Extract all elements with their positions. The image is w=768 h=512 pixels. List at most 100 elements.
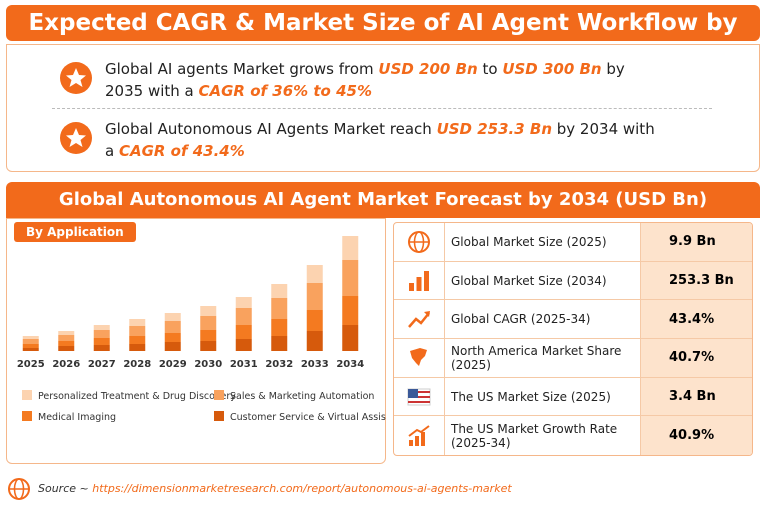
row-label: Global Market Size (2034) [444, 261, 640, 300]
row-label: North America Market Share (2025) [444, 339, 640, 377]
highlight-text: Global AI agents Market grows from USD 2… [105, 58, 665, 102]
bar-segment [271, 298, 288, 319]
row-icon [394, 230, 444, 254]
highlight-emphasis: USD 200 Bn [378, 60, 478, 78]
stats-table: Global Market Size (2025) 9.9 Bn Global Ma… [393, 222, 753, 457]
row-label: Global Market Size (2025) [444, 223, 640, 261]
icon-shape [408, 400, 430, 403]
bar-segment [342, 325, 359, 351]
bar-segment [58, 341, 75, 346]
legend-label: Personalized Treatment & Drug Discovery [38, 391, 236, 402]
bar-segment [129, 326, 146, 336]
highlight-emphasis: USD 253.3 Bn [436, 120, 552, 138]
highlight-emphasis: CAGR of 43.4% [118, 142, 245, 160]
row-value: 253.3 Bn [640, 261, 752, 300]
bar-segment [271, 336, 288, 351]
star-icon [60, 62, 92, 94]
bar-segment [129, 336, 146, 344]
bar-segment [22, 339, 39, 344]
bar-segment [93, 345, 110, 351]
table-row: The US Market Size (2025) 3.4 Bn [394, 377, 752, 417]
icon-shape [424, 270, 429, 291]
x-tick-label: 2033 [301, 359, 329, 370]
icon-shape [421, 431, 425, 446]
highlight-part: by 2034 with a [105, 120, 655, 160]
x-tick-label: 2030 [194, 359, 222, 370]
table-row: The US Market Growth Rate (2025-34) 40.9% [394, 416, 752, 456]
icon-shape [408, 312, 430, 329]
bar-segment [58, 331, 75, 335]
highlight-part: Global Autonomous AI Agents Market reach [105, 120, 437, 138]
x-tick-label: 2031 [230, 359, 258, 370]
bar-segment [58, 335, 75, 341]
row-icon [394, 424, 444, 448]
highlight-part: by 2035 with a [105, 60, 625, 100]
source: Source ~ https://dimensionmarketresearch… [38, 482, 512, 495]
bar-segment [58, 346, 75, 351]
legend-label: Sales & Marketing Automation [230, 391, 374, 402]
bar-segment [306, 265, 323, 283]
icon [410, 347, 427, 366]
bar-segment [271, 319, 288, 336]
bar-segment [93, 330, 110, 338]
table-row: Global CAGR (2025-34) 43.4% [394, 300, 752, 340]
row-label: The US Market Size (2025) [444, 377, 640, 416]
table-row: Global Market Size (2034) 253.3 Bn [394, 261, 752, 301]
highlight-part: Global AI agents Market grows from [105, 60, 379, 78]
icon-shape [408, 424, 430, 437]
icon [409, 270, 429, 291]
bar-segment [235, 325, 252, 339]
bar-segment [200, 316, 217, 330]
legend-swatch [22, 390, 32, 400]
icon-shape [410, 347, 427, 366]
bar-segment [342, 260, 359, 296]
icon-shape [409, 439, 413, 446]
badge: By Application [14, 222, 136, 242]
row-label: Global CAGR (2025-34) [444, 300, 640, 339]
table-row: North America Market Share (2025) 40.7% [394, 339, 752, 378]
bar-segment [93, 325, 110, 330]
bar-segment [22, 336, 39, 339]
highlight-emphasis: CAGR of 36% to 45% [198, 82, 372, 100]
row-value: 43.4% [640, 300, 752, 339]
icon [408, 311, 430, 329]
bar-segment [164, 321, 181, 333]
bar-segment [200, 341, 217, 351]
legend-label: Customer Service & Virtual Assistance [230, 412, 386, 423]
bar-segment [93, 338, 110, 345]
icon-shape [424, 311, 430, 318]
bar-segment [342, 236, 359, 260]
separator [52, 108, 712, 109]
row-icon [394, 346, 444, 370]
bar-segment [200, 330, 217, 341]
globe-icon [8, 478, 30, 500]
x-tick-label: 2026 [52, 359, 80, 370]
row-icon [394, 385, 444, 409]
highlight-part: to [477, 60, 503, 78]
icon-shape [408, 395, 430, 398]
bar-segment [271, 284, 288, 298]
row-label: The US Market Growth Rate (2025-34) [444, 416, 640, 456]
x-tick-label: 2029 [159, 359, 187, 370]
highlight-text: Global Autonomous AI Agents Market reach… [105, 118, 665, 162]
x-tick-label: 2032 [265, 359, 293, 370]
bar-segment [235, 339, 252, 351]
legend-label: Medical Imaging [38, 412, 116, 423]
source-label: Source ~ [38, 482, 89, 495]
row-icon [394, 269, 444, 293]
highlight-emphasis: USD 300 Bn [502, 60, 602, 78]
icon-shape [415, 435, 419, 446]
x-tick-label: 2028 [123, 359, 151, 370]
x-tick-label: 2025 [17, 359, 45, 370]
bar-segment [22, 348, 39, 351]
icon [407, 388, 431, 406]
icon-shape [409, 282, 414, 291]
section-title: Global Autonomous AI Agent Market Foreca… [6, 182, 760, 218]
x-tick-label: 2034 [336, 359, 364, 370]
bar-segment [164, 333, 181, 342]
bar-segment [22, 344, 39, 348]
icon-shape [408, 388, 418, 398]
star-icon [60, 122, 92, 154]
star [66, 68, 86, 87]
row-value: 40.9% [640, 416, 752, 456]
